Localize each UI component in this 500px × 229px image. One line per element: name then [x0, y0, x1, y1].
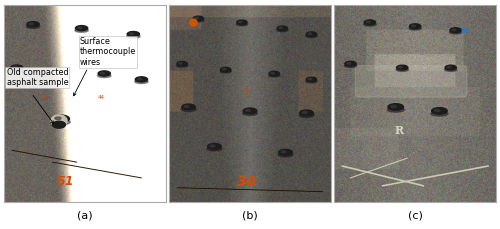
Ellipse shape — [308, 78, 312, 80]
FancyBboxPatch shape — [356, 66, 467, 97]
Ellipse shape — [445, 65, 456, 70]
Ellipse shape — [51, 115, 67, 127]
Ellipse shape — [302, 112, 307, 114]
Text: Old compacted
asphalt sample: Old compacted asphalt sample — [6, 68, 68, 87]
Ellipse shape — [278, 153, 293, 157]
Ellipse shape — [98, 71, 110, 76]
Ellipse shape — [130, 33, 134, 35]
Ellipse shape — [75, 29, 88, 32]
Ellipse shape — [177, 61, 188, 66]
Text: (c): (c) — [408, 211, 422, 221]
Ellipse shape — [276, 29, 288, 32]
Ellipse shape — [136, 77, 147, 82]
Ellipse shape — [182, 104, 196, 110]
Ellipse shape — [344, 64, 356, 68]
Ellipse shape — [306, 80, 317, 83]
Ellipse shape — [299, 113, 314, 117]
Ellipse shape — [366, 21, 370, 23]
Ellipse shape — [364, 23, 376, 26]
Ellipse shape — [432, 108, 447, 114]
Text: Surface
thermocouple
wires: Surface thermocouple wires — [80, 37, 136, 67]
Ellipse shape — [195, 17, 198, 19]
Ellipse shape — [98, 74, 111, 78]
Ellipse shape — [306, 32, 316, 36]
Ellipse shape — [236, 20, 247, 25]
Ellipse shape — [29, 23, 34, 25]
Ellipse shape — [243, 108, 257, 114]
Ellipse shape — [345, 61, 356, 66]
Ellipse shape — [27, 22, 39, 27]
Ellipse shape — [279, 149, 292, 155]
Text: 44: 44 — [98, 95, 104, 100]
Ellipse shape — [388, 104, 404, 110]
Ellipse shape — [268, 74, 280, 77]
Ellipse shape — [398, 66, 402, 68]
Ellipse shape — [271, 72, 274, 74]
Ellipse shape — [277, 26, 287, 30]
Text: 18: 18 — [41, 95, 48, 100]
Ellipse shape — [192, 19, 204, 22]
Ellipse shape — [431, 111, 448, 116]
Text: 29: 29 — [243, 89, 251, 94]
Ellipse shape — [452, 29, 456, 31]
Ellipse shape — [10, 68, 24, 72]
Ellipse shape — [396, 65, 408, 70]
Ellipse shape — [279, 27, 282, 29]
Ellipse shape — [390, 105, 396, 108]
Ellipse shape — [138, 78, 141, 80]
Ellipse shape — [396, 68, 408, 71]
Ellipse shape — [306, 34, 317, 38]
Text: 30: 30 — [237, 175, 256, 189]
Ellipse shape — [126, 35, 140, 38]
Ellipse shape — [410, 24, 421, 29]
Ellipse shape — [208, 144, 221, 149]
Ellipse shape — [450, 30, 462, 34]
Ellipse shape — [51, 119, 70, 125]
Ellipse shape — [242, 111, 258, 115]
Ellipse shape — [447, 66, 451, 68]
Ellipse shape — [176, 64, 188, 67]
Ellipse shape — [220, 70, 232, 73]
Ellipse shape — [308, 33, 312, 35]
Ellipse shape — [207, 147, 222, 151]
Ellipse shape — [26, 25, 40, 28]
Ellipse shape — [210, 145, 215, 147]
Ellipse shape — [347, 63, 351, 64]
Ellipse shape — [127, 32, 140, 37]
Ellipse shape — [450, 28, 461, 33]
Ellipse shape — [52, 115, 70, 123]
Ellipse shape — [246, 109, 250, 112]
Ellipse shape — [55, 117, 61, 120]
Ellipse shape — [238, 21, 242, 23]
Ellipse shape — [13, 66, 17, 68]
Ellipse shape — [193, 16, 203, 21]
Ellipse shape — [236, 23, 248, 26]
Ellipse shape — [412, 25, 416, 27]
Text: (b): (b) — [242, 211, 258, 221]
Ellipse shape — [444, 68, 457, 71]
Ellipse shape — [184, 106, 189, 108]
Ellipse shape — [78, 27, 82, 29]
Ellipse shape — [181, 107, 196, 112]
Text: R: R — [394, 125, 404, 136]
Ellipse shape — [306, 77, 316, 82]
Ellipse shape — [220, 67, 231, 72]
Ellipse shape — [178, 63, 182, 64]
Text: (a): (a) — [77, 211, 92, 221]
Ellipse shape — [100, 72, 104, 74]
Ellipse shape — [11, 65, 23, 70]
Ellipse shape — [434, 109, 440, 112]
Ellipse shape — [269, 71, 280, 76]
Ellipse shape — [409, 27, 422, 30]
Ellipse shape — [300, 110, 314, 116]
Ellipse shape — [281, 151, 286, 153]
Ellipse shape — [387, 107, 404, 112]
Ellipse shape — [222, 68, 226, 70]
Ellipse shape — [364, 20, 376, 25]
Ellipse shape — [52, 121, 66, 128]
Text: 51: 51 — [56, 175, 74, 188]
Ellipse shape — [134, 80, 148, 84]
Ellipse shape — [76, 26, 88, 31]
